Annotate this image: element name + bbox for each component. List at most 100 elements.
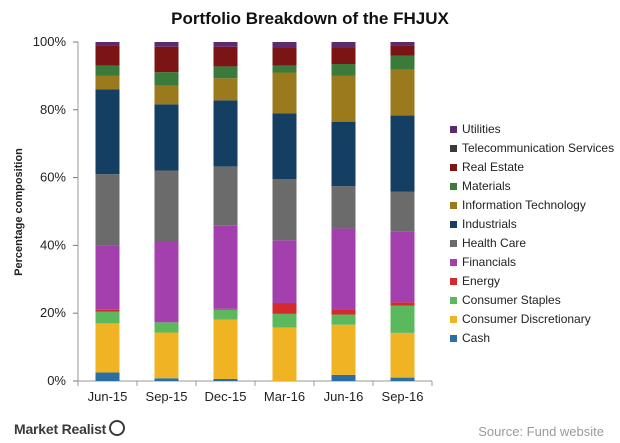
bar-stack-mar-16 bbox=[272, 42, 297, 381]
x-tick-label: Dec-15 bbox=[205, 389, 247, 404]
bar-segment-health-care bbox=[213, 166, 238, 226]
legend-swatch bbox=[450, 335, 457, 342]
bar-stack-sep-16 bbox=[390, 42, 415, 381]
bar-segment-energy bbox=[95, 309, 120, 312]
bar-segment-financials bbox=[331, 228, 356, 310]
bar-segment-energy bbox=[331, 309, 356, 315]
legend-swatch bbox=[450, 316, 457, 323]
bar-segment-materials bbox=[272, 65, 297, 73]
x-tick-label: Sep-16 bbox=[382, 389, 424, 404]
legend-item-consumer-discretionary: Consumer Discretionary bbox=[450, 312, 591, 326]
bar-segment-financials bbox=[390, 231, 415, 303]
bar-segment-real-estate bbox=[154, 46, 179, 73]
bar-segment-consumer-discretionary bbox=[331, 324, 356, 375]
legend-swatch bbox=[450, 297, 457, 304]
bar-segment-consumer-staples bbox=[331, 314, 356, 325]
bar-segment-consumer-staples bbox=[95, 311, 120, 324]
legend-item-materials: Materials bbox=[450, 179, 511, 193]
legend-swatch bbox=[450, 164, 457, 171]
bar-segment-materials bbox=[390, 55, 415, 70]
legend-item-telecommunication-services: Telecommunication Services bbox=[450, 141, 614, 155]
x-tick-label: Mar-16 bbox=[264, 389, 305, 404]
legend-label: Industrials bbox=[462, 217, 517, 231]
bar-segment-utilities bbox=[331, 42, 356, 48]
bar-segment-consumer-staples bbox=[154, 322, 179, 333]
bar-stack-dec-15 bbox=[213, 42, 238, 381]
legend-swatch bbox=[450, 145, 457, 152]
bar-segment-information-technology bbox=[213, 78, 238, 101]
bar-segment-industrials bbox=[272, 113, 297, 180]
y-tick-label: 20% bbox=[40, 305, 66, 320]
legend-item-consumer-staples: Consumer Staples bbox=[450, 293, 561, 307]
legend-label: Consumer Discretionary bbox=[462, 312, 591, 326]
bar-segment-utilities bbox=[390, 42, 415, 46]
legend-swatch bbox=[450, 221, 457, 228]
legend-swatch bbox=[450, 259, 457, 266]
bar-segment-cash bbox=[95, 372, 120, 381]
bar-segment-cash bbox=[154, 378, 179, 381]
bar-segment-consumer-staples bbox=[272, 313, 297, 328]
bar-stack-jun-15 bbox=[95, 42, 120, 381]
bar-segment-health-care bbox=[390, 191, 415, 232]
bar-segment-real-estate bbox=[95, 45, 120, 66]
x-tick-label: Jun-15 bbox=[88, 389, 128, 404]
legend-label: Materials bbox=[462, 179, 511, 193]
bar-segment-energy bbox=[213, 308, 238, 310]
bar-segment-consumer-staples bbox=[213, 309, 238, 320]
bar-segment-energy bbox=[390, 302, 415, 306]
bar-segment-financials bbox=[272, 240, 297, 304]
bar-segment-information-technology bbox=[95, 75, 120, 90]
y-axis-title: Percentage composition bbox=[13, 148, 25, 276]
legend-item-information-technology: Information Technology bbox=[450, 198, 586, 212]
bar-segment-information-technology bbox=[331, 75, 356, 122]
bar-segment-consumer-discretionary bbox=[272, 327, 297, 381]
legend-label: Cash bbox=[462, 331, 490, 345]
bar-segment-utilities bbox=[213, 42, 238, 47]
bar-segment-industrials bbox=[213, 100, 238, 167]
bar-segment-real-estate bbox=[272, 47, 297, 66]
legend-item-health-care: Health Care bbox=[450, 236, 526, 250]
logo-mark-icon bbox=[109, 420, 126, 436]
bar-segment-materials bbox=[331, 64, 356, 76]
legend-swatch bbox=[450, 183, 457, 190]
y-tick-label: 80% bbox=[40, 102, 66, 117]
bar-segment-industrials bbox=[95, 89, 120, 175]
legend-label: Utilities bbox=[462, 122, 501, 136]
legend-swatch bbox=[450, 126, 457, 133]
legend-label: Health Care bbox=[462, 236, 526, 250]
legend-item-utilities: Utilities bbox=[450, 122, 501, 136]
bar-segment-consumer-discretionary bbox=[213, 319, 238, 379]
market-realist-logo: Market Realist bbox=[14, 418, 126, 437]
bar-segment-energy bbox=[272, 303, 297, 314]
bar-segment-utilities bbox=[154, 42, 179, 47]
y-tick-label: 0% bbox=[47, 373, 66, 388]
bar-segment-consumer-staples bbox=[390, 305, 415, 333]
legend-item-financials: Financials bbox=[450, 255, 516, 269]
bar-segment-financials bbox=[95, 245, 120, 310]
y-tick-label: 40% bbox=[40, 237, 66, 252]
bar-segment-health-care bbox=[95, 174, 120, 246]
bar-stack-sep-15 bbox=[154, 42, 179, 381]
legend-item-cash: Cash bbox=[450, 331, 490, 345]
bar-segment-materials bbox=[213, 66, 238, 79]
logo-text: Market Realist bbox=[14, 421, 107, 437]
bar-segment-real-estate bbox=[331, 47, 356, 65]
bar-segment-utilities bbox=[272, 42, 297, 48]
bar-segment-materials bbox=[154, 72, 179, 86]
bar-segment-health-care bbox=[272, 179, 297, 241]
legend-item-real-estate: Real Estate bbox=[450, 160, 524, 174]
bar-segment-information-technology bbox=[390, 69, 415, 116]
bar-segment-cash bbox=[331, 374, 356, 381]
legend-item-energy: Energy bbox=[450, 274, 500, 288]
bar-segment-consumer-discretionary bbox=[390, 332, 415, 378]
x-tick-label: Sep-15 bbox=[146, 389, 188, 404]
bar-segment-information-technology bbox=[154, 85, 179, 105]
bar-segment-health-care bbox=[331, 186, 356, 229]
legend-swatch bbox=[450, 240, 457, 247]
bar-segment-cash bbox=[213, 378, 238, 381]
bar-segment-industrials bbox=[390, 115, 415, 192]
bar-segment-information-technology bbox=[272, 72, 297, 114]
source-note: Source: Fund website bbox=[478, 424, 604, 439]
bar-segment-industrials bbox=[154, 104, 179, 171]
legend-item-industrials: Industrials bbox=[450, 217, 517, 231]
